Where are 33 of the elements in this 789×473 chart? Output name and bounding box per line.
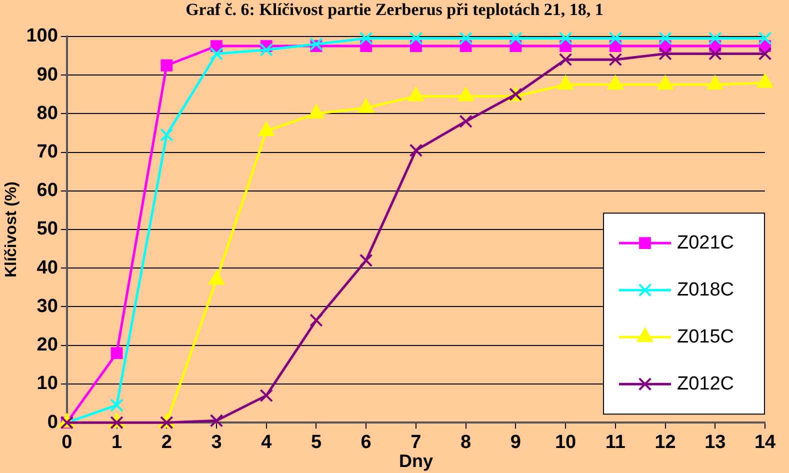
y-tick-label: 80 <box>36 102 58 124</box>
y-tick-label: 40 <box>36 257 58 278</box>
x-tick-label: 10 <box>554 432 576 454</box>
y-tick-label: 70 <box>36 141 58 162</box>
legend-label: Z015C <box>677 326 734 348</box>
x-tick-label: 4 <box>261 432 272 454</box>
y-tick-label: 30 <box>36 296 58 317</box>
y-tick-label: 60 <box>36 180 58 202</box>
y-axis-title: Klíčivost (%) <box>3 181 20 278</box>
x-tick-label: 5 <box>310 432 322 454</box>
x-tick-label: 11 <box>605 432 626 454</box>
y-tick-label: 20 <box>36 334 58 356</box>
x-tick-label: 0 <box>62 432 72 454</box>
y-tick-label: 10 <box>36 373 58 394</box>
x-tick-label: 9 <box>510 432 521 454</box>
x-tick-label: 13 <box>704 432 726 454</box>
x-tick-label: 3 <box>211 432 222 454</box>
y-tick-label: 50 <box>36 218 58 240</box>
x-tick-label: 8 <box>460 432 472 454</box>
x-tick-label: 2 <box>161 432 172 454</box>
x-tick-label: 14 <box>754 432 776 454</box>
y-tick-label: 100 <box>26 26 58 47</box>
x-tick-label: 12 <box>654 432 676 454</box>
x-tick-label: 1 <box>111 432 122 454</box>
legend-label: Z021C <box>677 232 734 254</box>
chart-title: Graf č. 6: Klíčivost partie Zerberus při teplotách 21, 18, 1 <box>184 0 604 20</box>
legend-label: Z012C <box>677 373 734 394</box>
legend-label: Z018C <box>677 279 734 300</box>
y-tick-label: 90 <box>36 64 58 86</box>
x-axis-title: Dny <box>398 451 433 472</box>
y-tick-label: 0 <box>47 412 58 433</box>
x-tick-label: 6 <box>360 432 372 454</box>
x-tick-label: 7 <box>410 432 422 454</box>
